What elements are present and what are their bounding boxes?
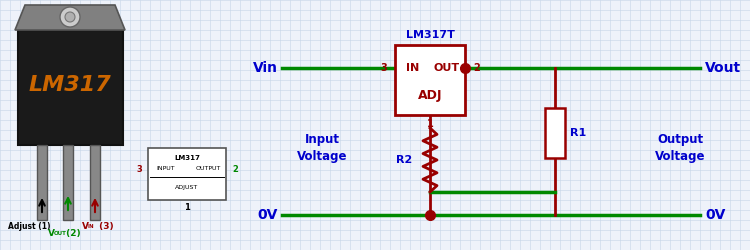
- Text: LM317: LM317: [174, 155, 200, 161]
- Polygon shape: [15, 5, 125, 30]
- Text: Vout: Vout: [705, 61, 741, 75]
- Text: IN: IN: [88, 224, 94, 229]
- Text: V: V: [82, 222, 89, 231]
- Text: 3: 3: [380, 63, 387, 73]
- Text: V: V: [48, 229, 55, 238]
- Text: ADJ: ADJ: [418, 88, 442, 102]
- Text: OUT: OUT: [434, 63, 460, 73]
- Text: (3): (3): [96, 222, 114, 231]
- Text: Vin: Vin: [253, 61, 278, 75]
- Text: 1: 1: [427, 119, 433, 129]
- Text: R1: R1: [570, 128, 586, 138]
- Text: 2: 2: [232, 164, 238, 173]
- Text: INPUT: INPUT: [157, 166, 176, 172]
- Text: 1: 1: [184, 204, 190, 212]
- Bar: [148, 148, 226, 200]
- Circle shape: [60, 7, 80, 27]
- Text: 2: 2: [473, 63, 480, 73]
- Text: Input
Voltage: Input Voltage: [297, 133, 347, 163]
- Text: OUT: OUT: [54, 231, 67, 236]
- Text: 0V: 0V: [705, 208, 725, 222]
- Bar: [37, 145, 47, 220]
- Text: 3: 3: [136, 164, 142, 173]
- Text: 0V: 0V: [258, 208, 278, 222]
- Text: (2): (2): [63, 229, 81, 238]
- Text: ADJUST: ADJUST: [176, 184, 199, 190]
- Text: Output
Voltage: Output Voltage: [655, 133, 705, 163]
- Bar: [395, 45, 465, 115]
- Text: OUTPUT: OUTPUT: [195, 166, 220, 172]
- Circle shape: [65, 12, 75, 22]
- Text: Adjust (1): Adjust (1): [8, 222, 50, 231]
- Text: LM317T: LM317T: [406, 30, 454, 40]
- Bar: [18, 30, 123, 145]
- Text: LM317: LM317: [28, 75, 111, 95]
- Bar: [545, 108, 565, 158]
- Bar: [63, 145, 73, 220]
- Bar: [90, 145, 100, 220]
- Text: R2: R2: [396, 155, 412, 165]
- Text: IN: IN: [406, 63, 420, 73]
